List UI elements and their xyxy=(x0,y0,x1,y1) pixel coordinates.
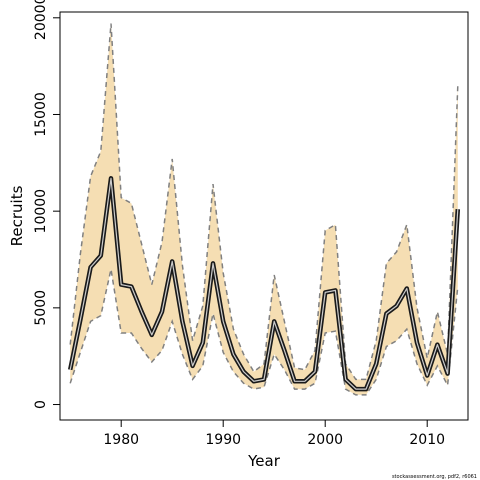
axes-layer: 1980 1990 2000 2010 0 5000 10000 15000 20000 xyxy=(33,0,445,448)
y-tick-label: 15000 xyxy=(33,92,49,137)
x-tick-label: 2010 xyxy=(409,432,445,448)
series-lines-layer xyxy=(67,23,461,396)
x-tick-label: 1990 xyxy=(205,432,241,448)
y-tick-label: 20000 xyxy=(33,0,49,40)
lower-bound-line xyxy=(69,269,459,396)
x-axis-title: Year xyxy=(247,452,281,470)
y-axis-title: Recruits xyxy=(8,185,26,246)
confidence-band-layer xyxy=(70,23,458,395)
x-tick-label: 1980 xyxy=(103,432,139,448)
source-note: stockassessment.org, pdf2, r6061 xyxy=(392,474,477,480)
estimate-line xyxy=(69,177,459,390)
y-tick-label: 5000 xyxy=(33,290,49,326)
y-tick-label: 10000 xyxy=(33,189,49,234)
x-tick-label: 2000 xyxy=(307,432,343,448)
confidence-band xyxy=(70,23,458,395)
y-tick-label: 0 xyxy=(33,400,49,409)
upper-bound-line xyxy=(69,23,459,381)
y-axis: 0 5000 10000 15000 20000 xyxy=(33,0,61,409)
x-axis: 1980 1990 2000 2010 xyxy=(103,419,445,448)
